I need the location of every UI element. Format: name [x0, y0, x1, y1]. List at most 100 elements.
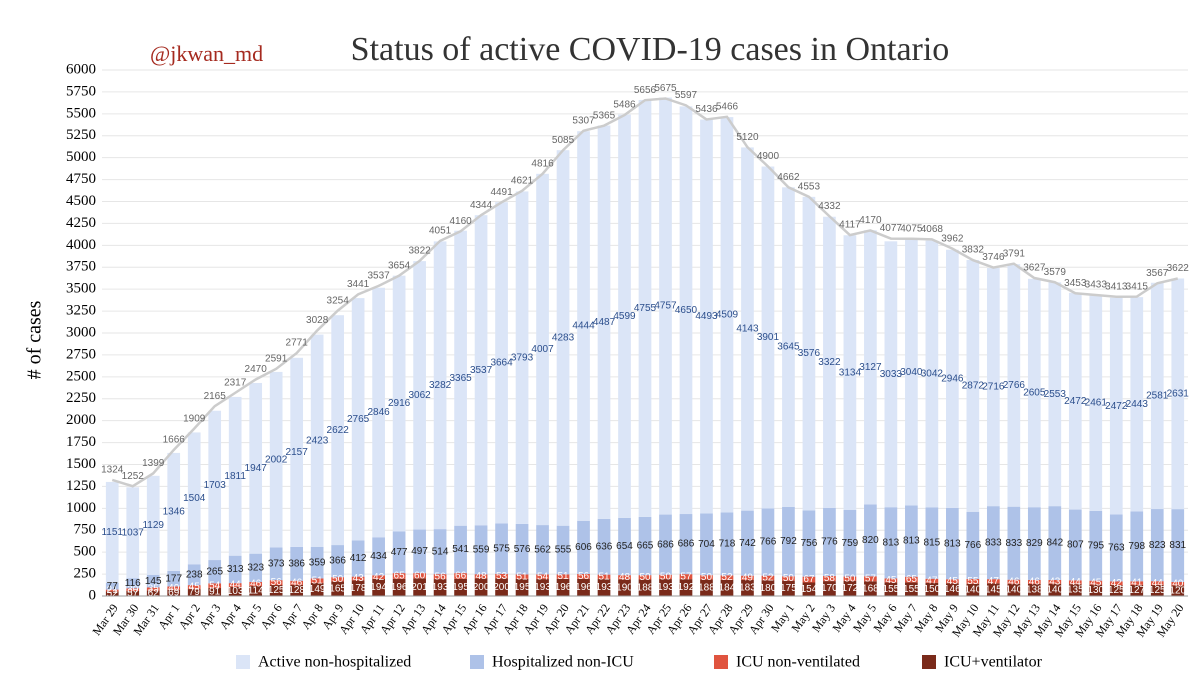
bar-segment: [577, 520, 590, 574]
bar-segment: [782, 187, 795, 507]
data-label: 2765: [347, 414, 370, 425]
bar-segment: [1007, 264, 1021, 507]
bar-segment: [351, 580, 365, 596]
bar-segment: [884, 507, 898, 579]
data-label: 47: [988, 576, 1000, 587]
bar-segment: [1068, 509, 1082, 581]
data-label: 541: [452, 544, 469, 555]
data-label: 3033: [880, 369, 903, 380]
y-tick-label: 4250: [66, 215, 96, 231]
data-label: 514: [432, 546, 449, 557]
bar-segment: [823, 216, 836, 508]
data-label: 1037: [122, 527, 145, 538]
legend-label: ICU+ventilator: [944, 654, 1043, 671]
total-label: 3567: [1146, 268, 1169, 279]
total-label: 5085: [552, 135, 575, 146]
bar-segment: [105, 589, 119, 592]
data-label: 776: [821, 537, 838, 548]
data-label: 62: [148, 588, 160, 599]
bar-segment: [290, 584, 304, 596]
bar-segment: [700, 513, 713, 576]
bar-segment: [618, 114, 631, 518]
total-label: 4332: [818, 201, 841, 212]
bar-segment: [577, 578, 590, 596]
data-label: 42: [373, 572, 385, 583]
bar-segment: [638, 516, 652, 576]
data-label: 130: [1087, 585, 1104, 596]
bar-segment: [474, 525, 488, 575]
data-label: 195: [514, 582, 531, 593]
bar-segment: [679, 579, 693, 596]
total-label: 3415: [1126, 281, 1149, 292]
total-label: 1399: [142, 458, 165, 469]
total-label: 1252: [122, 471, 145, 482]
bar-segment: [474, 574, 488, 579]
legend-swatch: [922, 655, 936, 669]
y-tick-label: 4500: [66, 193, 96, 209]
bar-segment: [495, 202, 508, 524]
bar-segment: [577, 573, 590, 579]
bar-segment: [823, 576, 836, 582]
data-label: 2631: [1167, 388, 1190, 399]
chart-title: Status of active COVID-19 cases in Ontar…: [351, 31, 950, 68]
bar-segment: [1150, 509, 1164, 582]
bar-segment: [372, 575, 385, 579]
bar-segment: [618, 575, 631, 580]
data-label: 30: [127, 584, 139, 595]
data-label: 2002: [265, 454, 288, 465]
bar-segment: [1150, 282, 1164, 510]
bar-segment: [433, 529, 447, 575]
total-line-group: [111, 97, 1179, 488]
x-tick-label: Apr 5: [237, 601, 264, 632]
data-label: 704: [698, 539, 715, 550]
bar-segment: [556, 574, 570, 579]
bar-segment: [515, 523, 529, 575]
data-label: 265: [206, 566, 223, 577]
x-tick-label: Apr 3: [196, 601, 223, 632]
data-label: 196: [555, 582, 572, 593]
data-label: 149: [309, 584, 326, 595]
data-label: 50: [844, 573, 856, 584]
data-label: 44: [230, 580, 242, 591]
data-label: 434: [370, 551, 387, 562]
bar-segment: [208, 560, 222, 584]
data-label: 3576: [798, 348, 821, 359]
data-label: 56: [271, 577, 283, 588]
data-label: 125: [268, 585, 285, 596]
total-label: 4621: [511, 176, 534, 187]
total-label: 5597: [675, 90, 698, 101]
total-label: 2470: [245, 364, 268, 375]
bar-segment: [515, 574, 529, 579]
y-tick-label: 4000: [66, 237, 96, 253]
y-tick-label: 5000: [66, 149, 96, 165]
bar-segment: [618, 579, 631, 596]
data-label: 813: [903, 536, 920, 547]
data-label: 56: [435, 571, 447, 582]
y-tick-label: 3250: [66, 303, 96, 319]
total-label: 3791: [1003, 248, 1026, 259]
y-tick-label: 1500: [66, 456, 96, 472]
bar-segment: [146, 574, 160, 588]
data-label: 155: [903, 584, 920, 595]
bar-segment: [474, 215, 488, 526]
data-label: 91: [209, 587, 221, 598]
y-tick-label: 5750: [66, 83, 96, 99]
total-label: 4553: [798, 181, 821, 192]
bar-segment: [1171, 278, 1185, 510]
bar-segment: [1171, 581, 1185, 586]
data-label: 4007: [531, 344, 554, 355]
y-tick-label: 3750: [66, 259, 96, 275]
data-label: 53: [496, 571, 508, 582]
bar-segment: [618, 517, 631, 576]
bar-segment: [474, 578, 488, 596]
data-label: 145: [145, 576, 162, 587]
data-label: 41: [1131, 578, 1143, 589]
bar-segment: [884, 578, 898, 583]
data-label: 43: [1049, 576, 1061, 587]
data-label: 51: [312, 575, 324, 586]
data-label: 146: [944, 584, 961, 595]
total-label: 3441: [347, 279, 370, 290]
bar-segment: [1130, 581, 1144, 585]
data-label: 831: [1169, 540, 1186, 551]
bar-segment: [290, 580, 304, 585]
